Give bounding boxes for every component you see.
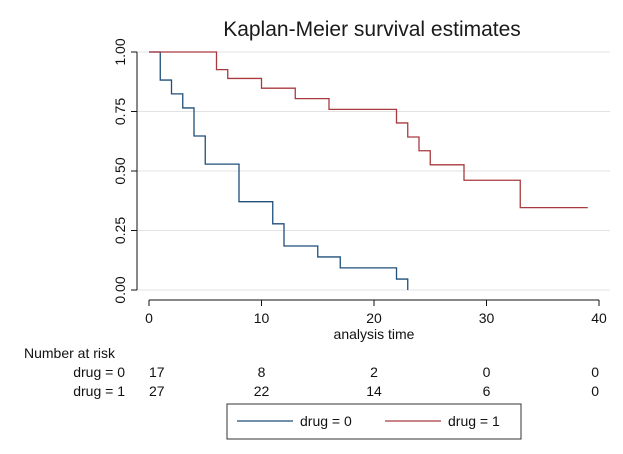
risk-value: 17 <box>149 364 165 380</box>
y-tick-label: 0.50 <box>112 157 128 184</box>
x-axis-label: analysis time <box>334 326 415 342</box>
series-line-1 <box>149 51 409 290</box>
y-axis: 0.00 0.25 0.50 0.75 1.00 <box>112 38 138 304</box>
risk-value: 8 <box>258 364 266 380</box>
chart-title: Kaplan-Meier survival estimates <box>223 18 521 41</box>
y-tick-label: 1.00 <box>112 38 128 65</box>
risk-value: 0 <box>483 364 491 380</box>
y-tick-label: 0.75 <box>112 98 128 125</box>
risk-value: 0 <box>591 364 599 380</box>
risk-table: Number at risk drug = 0 17 8 2 0 0 drug = 1 27 22… <box>24 345 599 399</box>
risk-value: 0 <box>591 383 599 399</box>
x-tick-label: 10 <box>254 310 270 326</box>
risk-value: 14 <box>366 383 382 399</box>
risk-row-label: drug = 1 <box>73 383 125 399</box>
risk-value: 6 <box>483 383 491 399</box>
risk-value: 22 <box>254 383 270 399</box>
x-tick-label: 30 <box>479 310 495 326</box>
series-lines <box>149 51 588 290</box>
grid <box>137 51 610 291</box>
x-tick-label: 0 <box>145 310 153 326</box>
risk-value: 27 <box>149 383 165 399</box>
y-tick-label: 0.00 <box>112 276 128 303</box>
x-tick-label: 20 <box>366 310 382 326</box>
legend-label: drug = 0 <box>300 413 352 429</box>
legend: drug = 0 drug = 1 <box>226 403 522 440</box>
x-axis: 0 10 20 30 40 <box>145 299 607 326</box>
y-tick-label: 0.25 <box>112 217 128 244</box>
legend-label: drug = 1 <box>448 413 500 429</box>
risk-value: 2 <box>370 364 378 380</box>
risk-table-header: Number at risk <box>24 345 116 361</box>
series-line-2 <box>149 51 588 209</box>
x-tick-label: 40 <box>591 310 607 326</box>
risk-row-label: drug = 0 <box>73 364 125 380</box>
